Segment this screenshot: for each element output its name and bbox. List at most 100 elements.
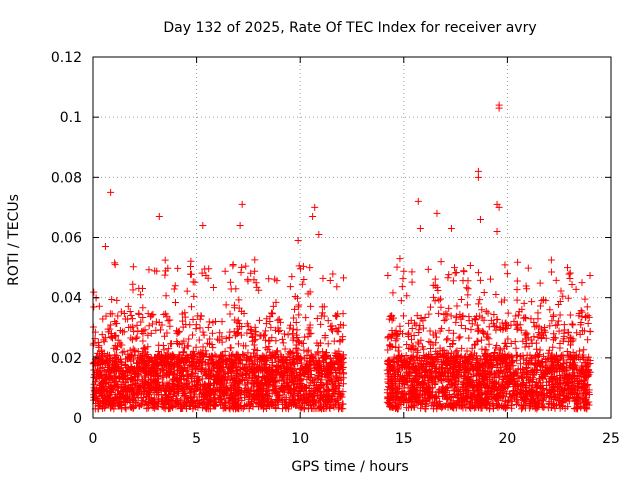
data-point — [189, 347, 197, 355]
data-point — [155, 400, 163, 408]
data-point — [478, 306, 486, 314]
data-point — [314, 384, 322, 392]
data-point — [143, 352, 151, 360]
data-point — [167, 340, 175, 348]
data-point — [292, 318, 300, 326]
data-point — [467, 326, 475, 334]
data-point — [162, 370, 170, 378]
data-point — [269, 302, 277, 310]
data-point — [512, 344, 520, 352]
data-point — [287, 349, 295, 357]
data-point — [237, 391, 245, 399]
data-point — [156, 352, 164, 360]
data-point — [153, 267, 161, 275]
data-point — [445, 271, 453, 279]
data-point — [295, 262, 303, 270]
data-point — [317, 404, 325, 412]
data-point — [453, 302, 461, 310]
data-point — [231, 388, 239, 396]
data-point — [272, 337, 280, 345]
data-point — [221, 404, 229, 412]
data-point — [163, 381, 171, 389]
data-point — [102, 334, 110, 342]
data-point — [122, 378, 130, 386]
data-point — [268, 375, 276, 383]
data-point — [324, 340, 332, 348]
data-point — [145, 400, 153, 408]
data-point — [290, 334, 298, 342]
data-point — [245, 405, 253, 413]
data-point — [513, 277, 521, 285]
data-point — [457, 295, 465, 303]
data-point — [151, 399, 159, 407]
data-point — [427, 303, 435, 311]
data-point — [557, 287, 565, 295]
data-point — [113, 296, 121, 304]
data-point — [521, 314, 529, 322]
data-point — [129, 405, 137, 413]
data-point — [431, 275, 439, 283]
data-point — [190, 292, 198, 300]
data-point — [147, 375, 155, 383]
data-point — [299, 384, 307, 392]
data-point — [456, 333, 464, 341]
data-point — [190, 393, 198, 401]
data-point — [226, 398, 234, 406]
data-point — [556, 344, 564, 352]
data-point — [137, 318, 145, 326]
data-point — [95, 343, 103, 351]
data-point — [118, 341, 126, 349]
data-point — [192, 343, 200, 351]
data-point — [189, 401, 197, 409]
data-point — [100, 338, 108, 346]
data-point — [262, 327, 270, 335]
data-point — [275, 315, 283, 323]
data-point — [105, 381, 113, 389]
data-point — [238, 376, 246, 384]
data-point — [151, 387, 159, 395]
data-point — [295, 356, 303, 364]
data-point — [112, 367, 120, 375]
data-point — [102, 312, 110, 320]
data-point — [100, 385, 108, 393]
data-point — [206, 390, 214, 398]
data-point — [214, 365, 222, 373]
data-point — [223, 356, 231, 364]
data-point — [139, 351, 147, 359]
data-point — [211, 402, 219, 410]
data-point — [138, 397, 146, 405]
data-point — [231, 304, 239, 312]
data-point — [234, 316, 242, 324]
data-point — [266, 371, 274, 379]
data-point — [180, 337, 188, 345]
data-point — [220, 370, 228, 378]
data-point — [90, 303, 98, 311]
data-point — [165, 405, 173, 413]
data-point — [300, 393, 308, 401]
data-point — [116, 401, 124, 409]
data-point — [129, 286, 137, 294]
data-point — [211, 351, 219, 359]
data-point — [267, 324, 275, 332]
data-point — [114, 336, 122, 344]
data-point — [90, 386, 98, 394]
data-point — [243, 355, 251, 363]
data-point — [175, 341, 183, 349]
data-point — [169, 375, 177, 383]
data-point — [201, 265, 209, 273]
data-point — [233, 354, 241, 362]
data-point — [283, 359, 291, 367]
data-point — [267, 351, 275, 359]
data-point — [286, 365, 294, 373]
data-point — [554, 301, 562, 309]
data-point — [180, 348, 188, 356]
data-point — [581, 295, 589, 303]
data-point — [317, 320, 325, 328]
data-point — [262, 404, 270, 412]
data-point — [324, 317, 332, 325]
data-point — [278, 357, 286, 365]
data-point — [319, 274, 327, 282]
data-point — [492, 290, 500, 298]
data-point — [160, 346, 168, 354]
data-point — [108, 296, 116, 304]
